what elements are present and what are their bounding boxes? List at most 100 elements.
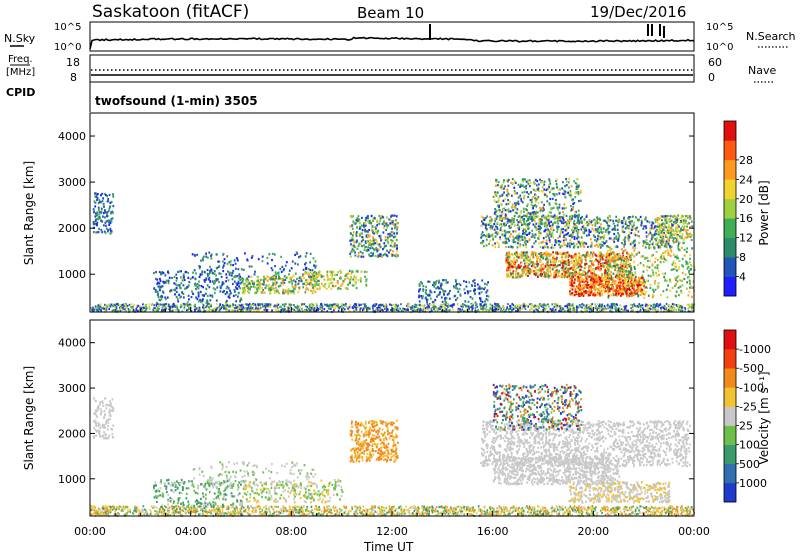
- range-cell: [556, 225, 558, 228]
- range-cell: [433, 307, 435, 310]
- range-cell: [445, 281, 448, 284]
- range-cell: [494, 242, 496, 245]
- range-cell: [574, 253, 577, 256]
- range-cell: [348, 278, 351, 282]
- range-cell: [512, 235, 515, 238]
- range-cell: [427, 280, 430, 283]
- range-cell: [659, 245, 662, 248]
- range-cell: [659, 303, 662, 306]
- range-cell: [355, 276, 357, 280]
- range-cell: [162, 280, 165, 283]
- range-cell: [264, 305, 266, 308]
- range-cell: [552, 229, 555, 232]
- range-cell: [605, 278, 607, 281]
- range-cell: [206, 300, 209, 303]
- range-cell: [94, 195, 97, 198]
- range-cell: [586, 245, 589, 248]
- range-cell: [477, 287, 480, 290]
- range-cell: [544, 258, 547, 261]
- range-cell: [597, 234, 599, 238]
- range-cell: [352, 304, 355, 307]
- range-cell: [568, 308, 570, 311]
- range-cell: [142, 310, 145, 313]
- range-cell: [352, 278, 355, 281]
- range-cell: [163, 309, 165, 312]
- range-cell: [581, 242, 584, 245]
- range-cell: [355, 304, 358, 307]
- range-cell: [371, 246, 374, 249]
- range-cell: [289, 280, 292, 284]
- range-cell: [499, 228, 502, 232]
- range-cell: [234, 286, 237, 289]
- range-cell: [594, 244, 596, 247]
- range-cell: [362, 303, 364, 306]
- range-cell: [358, 221, 361, 224]
- range-cell: [421, 304, 423, 307]
- range-cell: [312, 303, 314, 306]
- range-cell: [94, 222, 97, 225]
- range-cell: [561, 259, 564, 262]
- range-cell: [566, 233, 569, 236]
- range-cell: [491, 225, 494, 228]
- range-cell: [375, 308, 377, 311]
- range-cell: [627, 263, 630, 267]
- range-cell: [377, 254, 379, 257]
- range-cell: [365, 235, 368, 238]
- range-cell: [586, 251, 589, 254]
- range-cell: [210, 268, 213, 271]
- range-cell: [367, 235, 369, 238]
- range-cell: [183, 278, 186, 282]
- range-cell: [221, 281, 224, 284]
- range-cell: [650, 238, 653, 241]
- range-cell: [557, 264, 560, 267]
- range-cell: [93, 211, 95, 214]
- range-cell: [548, 233, 551, 236]
- range-cell: [661, 306, 663, 309]
- range-cell: [372, 219, 374, 223]
- range-cell: [505, 273, 508, 276]
- range-cell: [539, 232, 542, 236]
- range-cell: [393, 223, 396, 226]
- range-cell: [109, 212, 112, 215]
- range-cell: [566, 273, 569, 276]
- range-cell: [666, 243, 668, 246]
- range-cell: [546, 264, 549, 267]
- range-cell: [580, 228, 583, 231]
- range-cell: [543, 245, 546, 248]
- range-cell: [583, 229, 586, 232]
- range-cell: [434, 310, 436, 313]
- range-cell: [310, 302, 313, 305]
- range-cell: [502, 234, 505, 237]
- range-cell: [589, 294, 592, 297]
- range-cell: [311, 272, 314, 276]
- range-cell: [287, 288, 290, 291]
- range-cell: [161, 303, 163, 306]
- range-cell: [392, 307, 394, 310]
- range-cell: [351, 235, 354, 239]
- range-cell: [160, 273, 163, 276]
- range-cell: [386, 226, 389, 229]
- range-cell: [233, 288, 236, 292]
- range-cell: [663, 308, 666, 311]
- range-cell: [201, 294, 204, 297]
- range-cell: [182, 302, 185, 305]
- range-cell: [595, 305, 597, 308]
- range-cell: [320, 274, 323, 277]
- range-cell: [607, 269, 610, 272]
- range-cell: [346, 287, 349, 290]
- range-cell: [441, 304, 443, 307]
- range-cell: [573, 255, 576, 258]
- range-cell: [421, 297, 424, 300]
- range-cell: [353, 245, 356, 249]
- range-cell: [616, 294, 619, 297]
- range-cell: [329, 306, 332, 309]
- range-cell: [302, 282, 305, 286]
- range-cell: [371, 225, 374, 229]
- range-cell: [445, 304, 448, 307]
- range-cell: [323, 284, 326, 287]
- range-cell: [384, 245, 386, 248]
- range-cell: [229, 305, 232, 308]
- range-cell: [377, 304, 380, 307]
- range-cell: [652, 227, 655, 230]
- range-cell: [575, 305, 578, 308]
